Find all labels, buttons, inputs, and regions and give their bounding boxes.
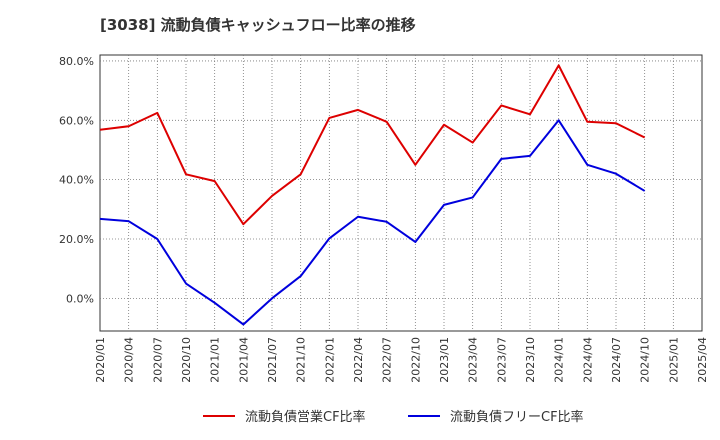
y-tick-label: 0.0% [66, 292, 94, 305]
x-tick-label: 2020/07 [151, 337, 164, 383]
series-line-1 [99, 119, 646, 326]
y-tick-label: 60.0% [59, 114, 94, 127]
plot-frame [99, 54, 703, 332]
x-tick-label: 2024/10 [639, 337, 652, 383]
chart-title: [3038] 流動負債キャッシュフロー比率の推移 [100, 16, 416, 34]
x-tick-label: 2024/07 [610, 337, 623, 383]
x-tick-label: 2020/01 [94, 337, 107, 383]
x-tick-label: 2023/01 [438, 337, 451, 383]
x-tick-label: 2023/04 [467, 337, 480, 383]
series-line-0 [99, 64, 646, 226]
x-tick-label: 2024/01 [553, 337, 566, 383]
x-tick-label: 2025/04 [696, 337, 709, 383]
x-tick-label: 2023/10 [524, 337, 537, 383]
x-tick-label: 2021/10 [295, 337, 308, 383]
x-tick-label: 2021/01 [209, 337, 222, 383]
y-tick-label: 40.0% [59, 174, 94, 187]
y-tick-label: 20.0% [59, 233, 94, 246]
x-tick-label: 2021/04 [237, 337, 250, 383]
x-tick-label: 2025/01 [667, 337, 680, 383]
x-tick-label: 2022/07 [381, 337, 394, 383]
x-tick-label: 2024/04 [581, 337, 594, 383]
y-tick-label: 80.0% [59, 55, 94, 68]
legend-label-0: 流動負債営業CF比率 [245, 409, 366, 425]
x-tick-label: 2022/10 [409, 337, 422, 383]
x-tick-label: 2020/04 [123, 337, 136, 383]
x-tick-label: 2020/10 [180, 337, 193, 383]
x-tick-label: 2023/07 [495, 337, 508, 383]
legend-label-1: 流動負債フリーCF比率 [450, 409, 584, 425]
x-tick-label: 2021/07 [266, 337, 279, 383]
x-tick-label: 2022/01 [323, 337, 336, 383]
x-tick-label: 2022/04 [352, 337, 365, 383]
